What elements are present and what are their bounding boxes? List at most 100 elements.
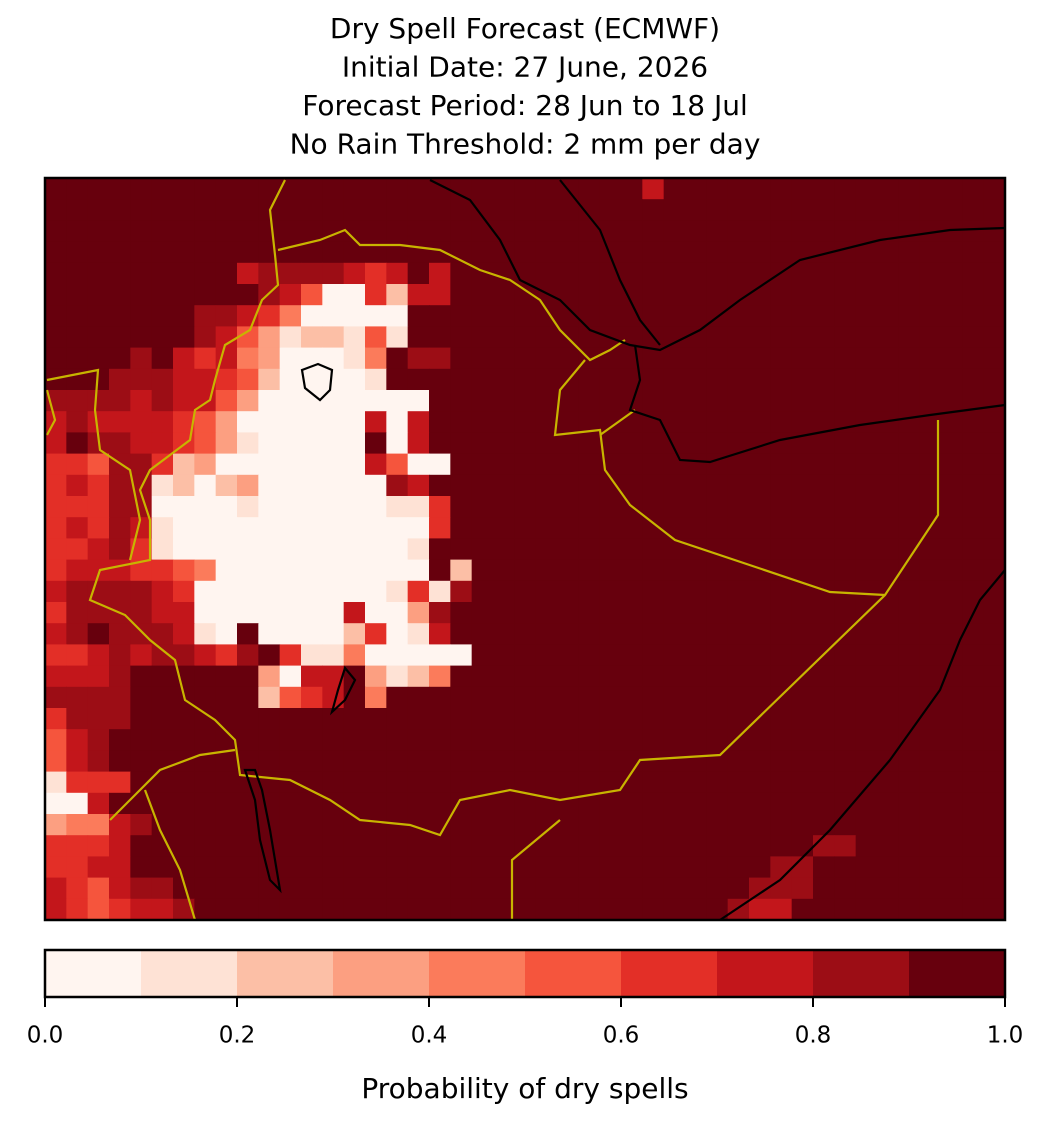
grid-cell — [130, 856, 153, 879]
grid-cell — [770, 792, 793, 815]
grid-cell — [983, 580, 1006, 603]
grid-cell — [343, 623, 366, 645]
grid-cell — [343, 432, 366, 455]
grid-cell — [535, 496, 558, 518]
grid-cell — [493, 199, 515, 221]
grid-cell — [514, 559, 537, 582]
grid-cell — [535, 729, 558, 751]
grid-cell — [770, 856, 793, 879]
grid-cell — [706, 220, 729, 243]
grid-cell — [279, 729, 302, 751]
grid-cell — [877, 792, 899, 815]
grid-cell — [685, 262, 707, 285]
grid-cell — [834, 856, 857, 879]
grid-cell — [429, 305, 451, 327]
grid-cell — [621, 453, 643, 476]
grid-cell — [791, 708, 814, 730]
grid-cell — [919, 898, 942, 921]
grid-cell — [535, 368, 558, 391]
grid-cell — [429, 814, 451, 836]
grid-cell — [535, 771, 558, 794]
grid-cell — [45, 750, 67, 773]
grid-cell — [151, 559, 174, 582]
grid-cell — [237, 390, 259, 412]
grid-cell — [493, 368, 515, 391]
grid-cell — [258, 623, 281, 645]
grid-cell — [130, 729, 153, 751]
grid-cell — [471, 347, 494, 370]
grid-cell — [855, 665, 878, 688]
grid-cell — [962, 241, 985, 264]
grid-cell — [45, 623, 67, 645]
grid-cell — [66, 326, 89, 349]
grid-cell — [109, 411, 131, 433]
grid-cell — [727, 305, 750, 327]
chart-title: Dry Spell Forecast (ECMWF) — [330, 12, 720, 45]
grid-cell — [770, 602, 793, 624]
grid-cell — [877, 665, 899, 688]
grid-cell — [151, 453, 174, 476]
grid-cell — [535, 856, 558, 879]
grid-cell — [834, 326, 857, 349]
grid-cell — [685, 623, 707, 645]
grid-cell — [173, 241, 195, 264]
grid-cell — [770, 538, 793, 561]
grid-cell — [983, 178, 1006, 200]
grid-cell — [919, 602, 942, 624]
grid-cell — [386, 453, 409, 476]
grid-cell — [450, 835, 473, 857]
grid-cell — [429, 856, 451, 879]
grid-cell — [898, 199, 921, 221]
grid-cell — [237, 432, 259, 455]
grid-cell — [834, 432, 857, 455]
grid-cell — [173, 347, 195, 370]
grid-cell — [685, 644, 707, 667]
grid-cell — [749, 559, 771, 582]
grid-cell — [87, 750, 110, 773]
grid-cell — [493, 411, 515, 433]
grid-cell — [429, 453, 451, 476]
grid-cell — [365, 771, 387, 794]
grid-cell — [535, 305, 558, 327]
grid-cell — [386, 411, 409, 433]
grid-cell — [407, 750, 430, 773]
grid-cell — [109, 347, 131, 370]
chart-title: Initial Date: 27 June, 2026 — [342, 51, 708, 84]
grid-cell — [855, 411, 878, 433]
country-border — [553, 359, 886, 597]
grid-cell — [685, 559, 707, 582]
grid-cell — [386, 835, 409, 857]
grid-cell — [450, 856, 473, 879]
grid-cell — [279, 347, 302, 370]
grid-cell — [471, 390, 494, 412]
grid-cell — [599, 729, 622, 751]
grid-cell — [471, 750, 494, 773]
grid-cell — [706, 602, 729, 624]
grid-cell — [450, 729, 473, 751]
grid-cell — [279, 602, 302, 624]
grid-cell — [87, 856, 110, 879]
grid-cell — [429, 792, 451, 815]
grid-cell — [557, 814, 579, 836]
grid-cell — [941, 241, 963, 264]
grid-cell — [898, 580, 921, 603]
grid-cell — [215, 411, 238, 433]
grid-cell — [173, 708, 195, 730]
grid-cell — [877, 432, 899, 455]
grid-cell — [642, 686, 665, 709]
grid-cell — [663, 262, 686, 285]
grid-cell — [130, 559, 153, 582]
map-grid — [45, 178, 1006, 921]
grid-cell — [66, 474, 89, 497]
grid-cell — [770, 178, 793, 200]
grid-cell — [237, 835, 259, 857]
grid-cell — [45, 305, 67, 327]
grid-cell — [194, 729, 217, 751]
grid-cell — [194, 814, 217, 836]
grid-cell — [877, 835, 899, 857]
grid-cell — [642, 220, 665, 243]
grid-cell — [514, 898, 537, 921]
grid-cell — [386, 474, 409, 497]
grid-cell — [151, 262, 174, 285]
grid-cell — [66, 220, 89, 243]
